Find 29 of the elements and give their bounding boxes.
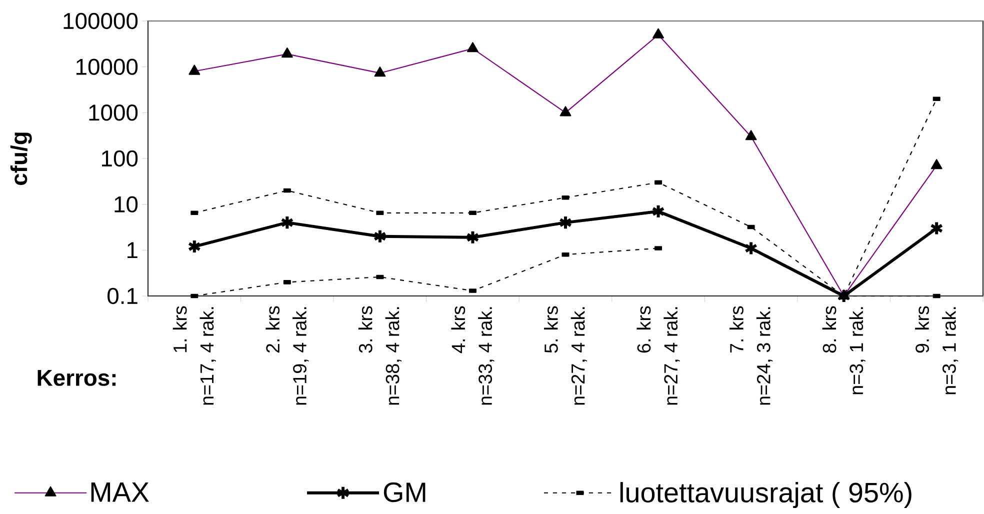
legend-label: GM <box>384 482 426 502</box>
x-tick-label: 3. krs n=38, 4 rak. <box>358 306 402 405</box>
x-tick-label: 4. krs n=33, 4 rak. <box>451 306 494 405</box>
point <box>280 215 294 230</box>
y-tick-label: 1000 <box>89 104 138 121</box>
y-tick-label: 100000 <box>64 12 138 30</box>
point <box>930 220 944 236</box>
x-tick-label: 6. krs n=27, 4 rak. <box>636 306 680 405</box>
x-axis-title: Kerros: <box>38 370 116 386</box>
x-tick-label: 7. krs n=24, 3 rak. <box>730 306 773 405</box>
x-tick-label: 1. krs n=17, 4 rak. <box>172 306 216 405</box>
y-tick-label: 10 <box>114 196 138 212</box>
point <box>558 215 572 230</box>
point <box>744 240 758 256</box>
point <box>188 239 202 254</box>
x-tick-label: 5. krs n=27, 4 rak. <box>544 306 588 405</box>
y-tick-label: 10000 <box>76 58 138 75</box>
point <box>373 228 387 244</box>
y-tick-label: 1 <box>127 242 138 258</box>
y-axis-title: cfu/g <box>10 132 32 185</box>
legend-label: luotettavuusrajat ( 95%) <box>620 482 912 508</box>
x-tick-label: 2. krs n=19, 4 rak. <box>266 306 309 405</box>
y-tick-label: 0.1 <box>108 288 138 304</box>
point <box>652 204 665 219</box>
x-tick-label: 9. krs n=3, 1 rak. <box>915 306 958 394</box>
y-tick-label: 100 <box>102 150 138 167</box>
x-tick-label: 8. krs n=3, 1 rak. <box>822 306 866 394</box>
legend-label: MAX <box>91 482 149 502</box>
point <box>466 230 480 245</box>
